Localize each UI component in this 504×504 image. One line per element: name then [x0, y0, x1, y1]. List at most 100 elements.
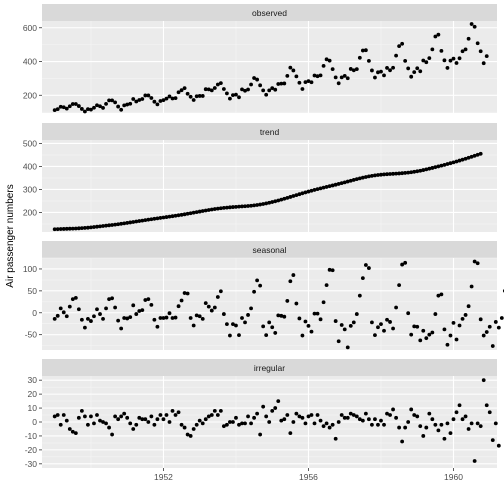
data-point-trend: [457, 158, 462, 163]
data-point-seasonal: [463, 313, 468, 317]
data-point-trend: [155, 216, 160, 221]
data-point-observed: [370, 68, 374, 73]
data-point-irregular: [457, 403, 462, 408]
data-point-seasonal: [348, 324, 353, 328]
data-point-observed: [261, 88, 266, 93]
data-point-irregular: [321, 424, 326, 429]
data-point-trend: [421, 168, 426, 172]
data-point-observed: [333, 75, 338, 80]
data-point-observed: [89, 107, 93, 112]
data-point-observed: [98, 104, 102, 109]
data-point-irregular: [436, 428, 441, 433]
data-point-seasonal: [376, 325, 380, 330]
data-point-irregular: [86, 422, 90, 427]
data-point-trend: [345, 179, 350, 184]
data-point-trend: [128, 220, 133, 225]
data-point-trend: [110, 223, 114, 227]
data-point-seasonal: [134, 312, 139, 316]
data-point-trend: [203, 208, 208, 213]
data-point-observed: [249, 82, 253, 87]
data-point-trend: [158, 216, 163, 220]
data-point-seasonal: [406, 311, 411, 316]
data-point-seasonal: [273, 331, 278, 335]
data-point-observed: [463, 47, 468, 52]
data-point-trend: [252, 203, 256, 208]
data-point-trend: [61, 227, 66, 231]
data-point-irregular: [418, 424, 423, 429]
data-point-irregular: [448, 431, 453, 436]
data-point-observed: [315, 74, 320, 79]
data-point-irregular: [282, 417, 287, 422]
data-point-seasonal: [170, 316, 175, 320]
data-point-observed: [363, 48, 368, 53]
data-point-seasonal: [58, 306, 63, 311]
data-point-seasonal: [493, 320, 498, 324]
data-point-trend: [466, 155, 471, 160]
data-point-observed: [58, 104, 63, 109]
data-point-observed: [131, 97, 136, 101]
data-point-seasonal: [203, 301, 208, 306]
data-point-irregular: [339, 413, 344, 417]
data-point-seasonal: [388, 320, 392, 324]
data-point-irregular: [490, 438, 495, 443]
y-tick-label: 10: [28, 403, 38, 413]
data-point-irregular: [385, 411, 389, 416]
data-point-trend: [303, 190, 308, 195]
data-point-trend: [122, 221, 127, 226]
data-point-seasonal: [496, 325, 501, 330]
data-point-irregular: [188, 434, 193, 438]
data-point-trend: [451, 160, 456, 165]
data-point-seasonal: [291, 273, 296, 277]
data-point-trend: [215, 206, 220, 211]
data-point-trend: [318, 186, 323, 191]
data-point-observed: [427, 56, 432, 61]
data-point-seasonal: [370, 320, 374, 325]
data-point-observed: [200, 94, 205, 98]
data-point-observed: [442, 58, 447, 63]
data-point-seasonal: [179, 298, 184, 303]
data-point-observed: [481, 61, 486, 66]
data-point-seasonal: [182, 291, 187, 295]
data-point-irregular: [83, 414, 87, 419]
data-point-irregular: [237, 422, 241, 427]
data-point-observed: [379, 69, 383, 74]
data-point-seasonal: [427, 332, 432, 337]
data-point-observed: [478, 49, 483, 54]
data-point-observed: [203, 87, 208, 92]
data-point-trend: [67, 226, 72, 231]
data-point-seasonal: [475, 261, 480, 266]
data-point-trend: [409, 170, 414, 175]
data-point-irregular: [475, 421, 480, 426]
data-point-seasonal: [255, 278, 260, 283]
data-point-seasonal: [101, 316, 105, 321]
data-point-irregular: [315, 413, 320, 417]
data-point-irregular: [285, 413, 290, 417]
data-point-trend: [433, 165, 438, 170]
data-point-observed: [321, 64, 326, 68]
y-tick-label: -10: [25, 431, 38, 441]
data-point-observed: [451, 56, 456, 61]
data-point-trend: [206, 208, 211, 212]
data-point-irregular: [206, 414, 211, 419]
data-point-seasonal: [149, 302, 154, 307]
data-point-irregular: [70, 429, 75, 434]
data-point-observed: [466, 36, 471, 41]
data-point-seasonal: [55, 313, 60, 318]
data-point-seasonal: [357, 293, 362, 298]
data-point-observed: [104, 101, 108, 106]
data-point-observed: [273, 87, 278, 92]
y-tick-label: -50: [25, 330, 38, 340]
data-point-irregular: [95, 413, 99, 417]
data-point-observed: [164, 96, 169, 101]
data-point-observed: [436, 32, 441, 37]
data-point-irregular: [218, 408, 223, 413]
data-point-seasonal: [270, 325, 275, 330]
data-point-observed: [61, 105, 66, 110]
data-point-observed: [388, 68, 392, 73]
data-point-seasonal: [267, 320, 272, 325]
data-point-observed: [101, 106, 105, 110]
data-point-trend: [104, 223, 108, 228]
data-point-trend: [267, 200, 272, 205]
data-point-irregular: [360, 418, 365, 423]
data-point-trend: [197, 209, 202, 214]
